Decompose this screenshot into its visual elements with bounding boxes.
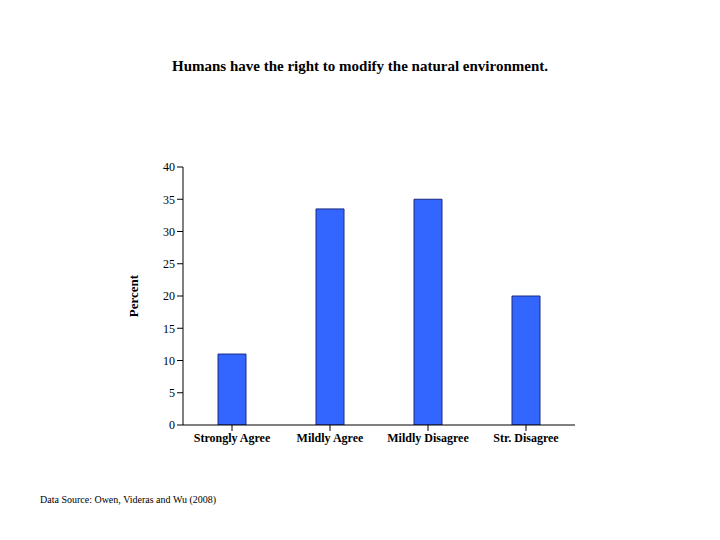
svg-text:15: 15 bbox=[163, 322, 175, 336]
svg-text:Strongly Agree: Strongly Agree bbox=[194, 431, 271, 445]
svg-text:10: 10 bbox=[163, 354, 175, 368]
svg-text:20: 20 bbox=[163, 289, 175, 303]
svg-text:30: 30 bbox=[163, 225, 175, 239]
html-text:Data Source: Owen, Videras and: Data Source: Owen, Videras and Wu (2008) bbox=[40, 494, 217, 505]
svg-text:5: 5 bbox=[169, 386, 175, 400]
svg-text:Str. Disagree: Str. Disagree bbox=[493, 431, 559, 445]
svg-text:40: 40 bbox=[163, 160, 175, 174]
svg-text:25: 25 bbox=[163, 257, 175, 271]
svg-text:0: 0 bbox=[169, 418, 175, 432]
svg-text:Mildly Agree: Mildly Agree bbox=[297, 431, 364, 445]
html-text:Humans have the right to modif: Humans have the right to modify the natu… bbox=[172, 58, 548, 74]
svg-text:35: 35 bbox=[163, 193, 175, 207]
svg-text:Percent: Percent bbox=[126, 274, 141, 317]
svg-text:Mildly Disagree: Mildly Disagree bbox=[387, 431, 469, 445]
